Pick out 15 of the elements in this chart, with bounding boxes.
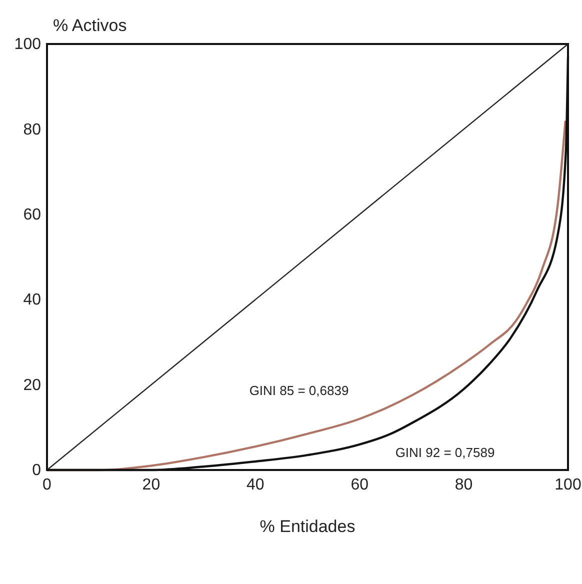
y-tick-label: 100 (14, 36, 42, 54)
x-tick-label: 60 (350, 476, 369, 494)
x-axis-title: % Entidades (260, 517, 356, 536)
y-tick-label: 40 (23, 292, 42, 309)
annotation: GINI 85 = 0,6839 (249, 383, 349, 398)
x-tick-label: 100 (554, 476, 582, 494)
x-tick-label: 20 (142, 476, 160, 494)
y-tick-label: 0 (32, 462, 42, 480)
x-tick-label: 40 (246, 476, 264, 494)
y-tick-label: 80 (23, 121, 42, 138)
y-axis-title: % Activos (53, 16, 127, 35)
y-tick-label: 20 (23, 376, 42, 394)
x-tick-label: 80 (454, 476, 473, 494)
y-tick-label: 60 (23, 206, 42, 224)
annotation: GINI 92 = 0,7589 (395, 445, 495, 460)
